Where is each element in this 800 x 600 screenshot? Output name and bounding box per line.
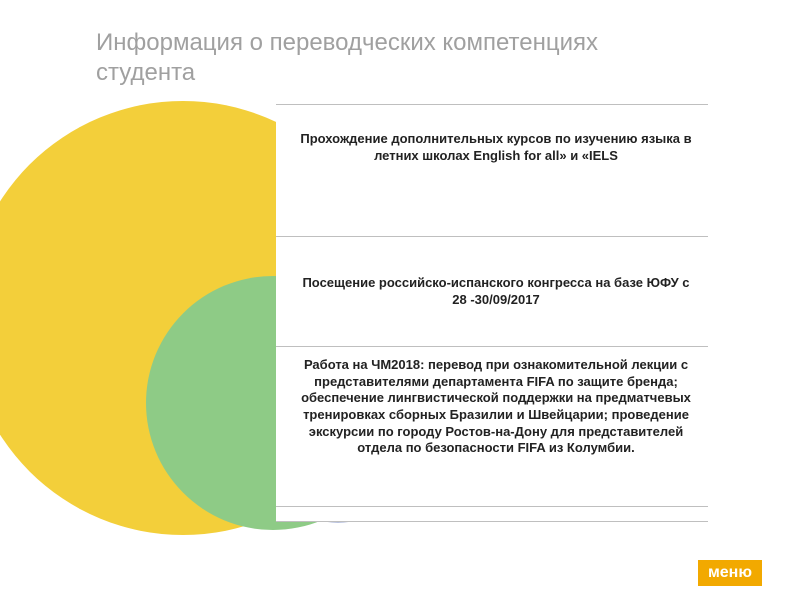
row-worldcup: Работа на ЧМ2018: перевод при ознакомите… [276,347,708,507]
row-spacer [276,507,708,521]
competency-diagram: Прохождение дополнительных курсов по изу… [96,104,708,532]
row-courses: Прохождение дополнительных курсов по изу… [276,105,708,237]
menu-button[interactable]: меню [698,560,762,586]
row-congress: Посещение российско-испанского конгресса… [276,237,708,347]
text-box-stack: Прохождение дополнительных курсов по изу… [276,104,708,522]
page-title: Информация о переводческих компетенциях … [96,28,686,88]
